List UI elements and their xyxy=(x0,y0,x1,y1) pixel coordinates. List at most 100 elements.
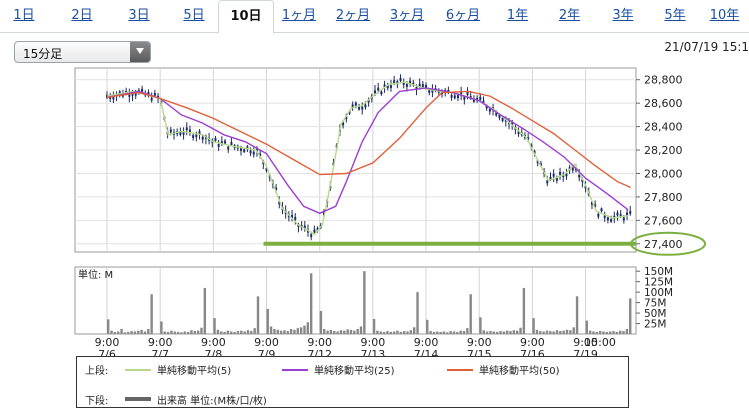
price-candle-body xyxy=(453,95,456,99)
price-candle-body xyxy=(118,91,121,95)
price-candle-body xyxy=(578,174,581,178)
tab-6[interactable]: 1ヶ月 xyxy=(281,8,317,23)
volume-bar xyxy=(336,331,339,334)
price-candle-body xyxy=(610,219,613,222)
tab-13[interactable]: 5年 xyxy=(664,8,686,23)
price-candle-body xyxy=(185,127,188,131)
y-tick-label: 28,800 xyxy=(644,74,683,87)
volume-bar xyxy=(416,292,419,334)
volume-bar xyxy=(143,331,147,334)
price-candle-body xyxy=(536,160,539,164)
interval-select[interactable]: 15分足 xyxy=(14,41,151,63)
volume-bar xyxy=(319,310,323,334)
ma5-line xyxy=(106,81,629,236)
volume-bar xyxy=(549,331,552,334)
volume-bar xyxy=(446,332,449,334)
price-candle-body xyxy=(106,94,108,98)
legend-lower-label: 下段: xyxy=(85,396,109,407)
volume-bar xyxy=(605,331,609,334)
volume-bar xyxy=(592,331,595,334)
price-candle-body xyxy=(134,92,137,96)
price-candle-body xyxy=(128,93,131,97)
volume-bar xyxy=(406,331,409,334)
volume-bar xyxy=(466,328,469,334)
tab-12[interactable]: 3年 xyxy=(612,8,634,23)
price-candle-body xyxy=(616,212,619,216)
price-candle-body xyxy=(358,106,361,110)
volume-bar xyxy=(509,331,512,334)
tab-14[interactable]: 10年 xyxy=(709,8,740,23)
price-candle-body xyxy=(539,163,542,167)
price-candle-body xyxy=(555,177,558,181)
y-tick-label: 28,400 xyxy=(644,121,683,134)
price-candle-body xyxy=(147,92,150,95)
volume-bar xyxy=(329,329,333,334)
volume-bar xyxy=(170,330,173,334)
volume-bar xyxy=(469,294,472,334)
tab-5[interactable]: 10日 xyxy=(218,0,274,34)
price-candle-body xyxy=(214,138,217,141)
tab-9[interactable]: 6ヶ月 xyxy=(445,8,481,23)
legend-volume-swatch xyxy=(125,397,151,401)
volume-bar xyxy=(323,328,326,334)
legend-ma25-label: 単純移動平均(25) xyxy=(314,366,395,377)
volume-bar xyxy=(559,331,562,334)
price-candle-body xyxy=(153,92,156,96)
volume-bar xyxy=(349,329,353,334)
price-candle-body xyxy=(220,141,223,144)
volume-bar xyxy=(213,318,216,334)
volume-bar xyxy=(230,331,233,334)
chart-timestamp: 21/07/19 15:1 xyxy=(664,40,749,54)
price-candle-body xyxy=(472,98,475,102)
volume-bar xyxy=(598,331,602,334)
tab-3[interactable]: 3日 xyxy=(128,8,150,23)
volume-bar xyxy=(595,331,599,334)
y-tick-label: 28,000 xyxy=(644,167,683,180)
volume-bar xyxy=(253,328,256,334)
legend-upper-label: 上段: xyxy=(85,366,109,377)
price-candle-body xyxy=(571,167,574,171)
volume-bar xyxy=(499,331,502,334)
legend-ma5-label: 単純移動平均(5) xyxy=(157,366,232,377)
price-candle-body xyxy=(246,146,249,150)
price-candle-body xyxy=(224,140,227,144)
volume-bar xyxy=(542,331,545,334)
tab-1[interactable]: 1日 xyxy=(13,8,35,23)
volume-bar xyxy=(283,330,286,334)
price-candle-body xyxy=(310,234,313,238)
price-candle-body xyxy=(456,95,459,99)
price-candle-body xyxy=(603,215,606,219)
price-candle-body xyxy=(460,92,463,96)
volume-bar xyxy=(452,331,456,334)
volume-bar xyxy=(485,331,489,334)
price-candle-body xyxy=(380,91,383,95)
volume-bar xyxy=(502,331,506,334)
tab-2[interactable]: 2日 xyxy=(71,8,93,23)
volume-bar xyxy=(442,331,446,334)
volume-bar xyxy=(286,331,289,334)
chevron-down-icon[interactable] xyxy=(130,42,150,62)
volume-bar xyxy=(140,329,143,334)
price-candle-body xyxy=(361,106,364,110)
price-candle-body xyxy=(450,94,453,98)
price-candle-body xyxy=(501,118,504,121)
price-candle-body xyxy=(421,84,424,87)
volume-bar xyxy=(120,328,123,334)
tab-7[interactable]: 2ヶ月 xyxy=(335,8,371,23)
ma50-line xyxy=(106,90,632,189)
tab-4[interactable]: 5日 xyxy=(183,8,205,23)
price-candle-body xyxy=(383,84,386,88)
price-candle-body xyxy=(399,78,402,81)
price-candle-body xyxy=(402,81,405,85)
price-candle-body xyxy=(188,129,191,133)
volume-bar xyxy=(289,328,293,334)
volume-bar xyxy=(166,331,170,334)
tab-8[interactable]: 3ヶ月 xyxy=(389,8,425,23)
tab-10[interactable]: 1年 xyxy=(506,8,529,23)
tab-11[interactable]: 2年 xyxy=(558,8,581,23)
price-candle-body xyxy=(316,228,319,231)
price-candle-body xyxy=(230,142,233,145)
price-candle-body xyxy=(418,83,421,87)
price-candle-body xyxy=(393,80,396,83)
